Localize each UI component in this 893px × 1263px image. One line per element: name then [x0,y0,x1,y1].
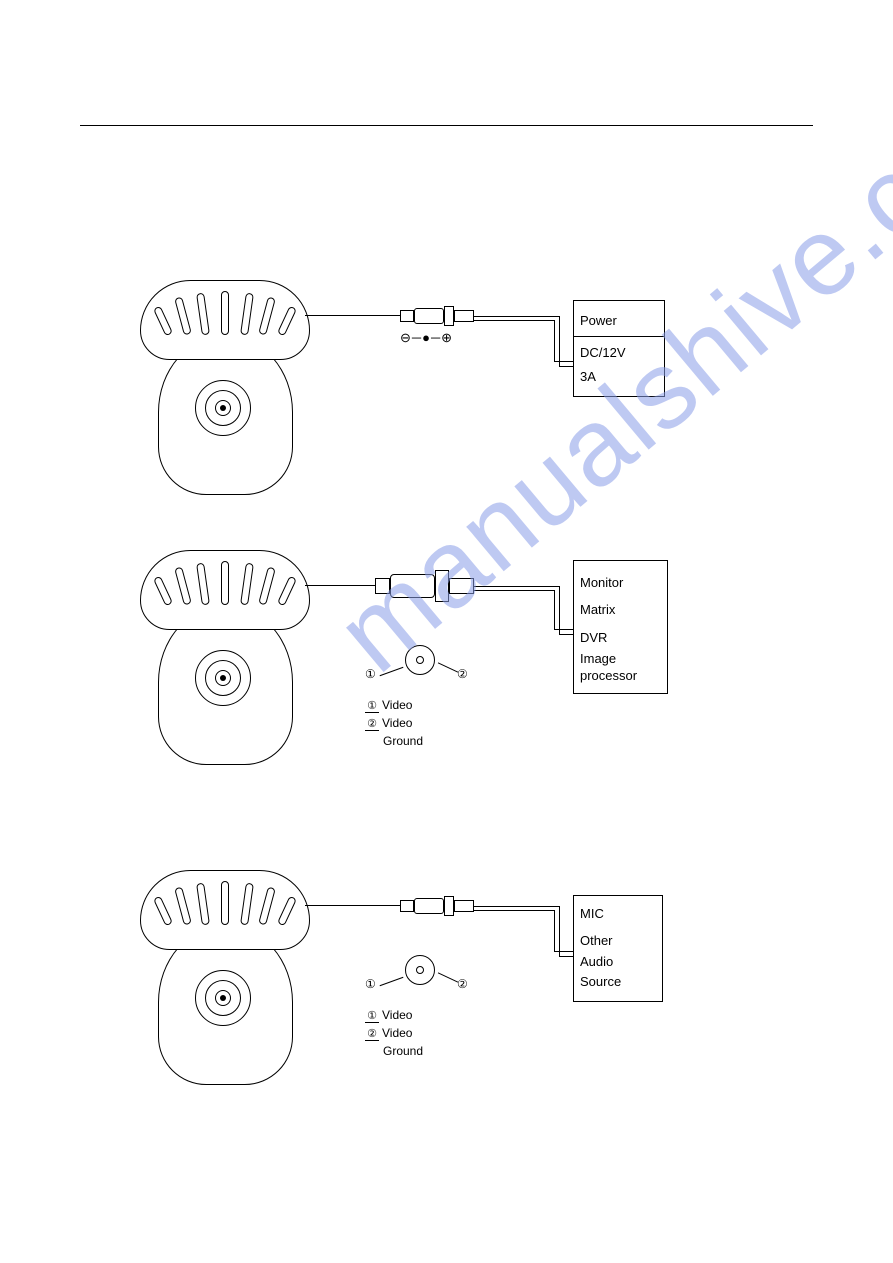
polarity-symbol-icon: ⊖─●─⊕ [400,330,453,346]
box-monitor: Monitor [580,569,661,596]
legend-2-txt: Video [382,716,412,730]
box-source: Source [580,972,656,993]
cable-line [559,316,560,366]
legend-2-num: ② [365,1027,379,1041]
callout-1: ① [365,665,376,683]
legend-1-num: ① [365,1009,379,1023]
cable-line [554,951,574,952]
camera-icon [130,870,330,1090]
connector-detail: ① ② ①Video ②Video Ground [365,645,485,750]
box-audio: Audio [580,952,656,973]
legend-1-txt: Video [382,1008,412,1022]
audio-box: MIC Other Audio Source [573,895,663,1002]
cable-line [554,361,574,362]
box-title: Power [580,309,658,332]
box-matrix: Matrix [580,596,661,623]
cable-line [554,320,555,361]
cable-line [559,956,574,957]
box-mic: MIC [580,904,656,925]
cable-line [554,910,555,951]
legend-1-num: ① [365,699,379,713]
cable-line [554,590,555,629]
cable-line [474,316,559,317]
diagram-audio: MIC Other Audio Source ① ② ①Video ②Video… [110,870,790,1150]
cable-line [474,320,554,321]
callout-2: ② [457,665,468,683]
legend-2-num: ② [365,717,379,731]
cable-line [305,585,375,586]
cable-line [474,590,554,591]
connector-icon [444,896,454,916]
connector-icon [414,308,444,324]
power-box: Power DC/12V 3A [573,300,665,397]
connector-detail: ① ② ①Video ②Video Ground [365,955,485,1060]
rca-connector-icon [414,898,444,914]
callout-2: ② [457,975,468,993]
camera-icon [130,280,330,500]
connector-icon [449,578,474,594]
connector-icon [435,570,449,602]
box-dvr: DVR [580,624,661,651]
connector-icon [375,578,390,594]
diagram-power: ⊖─●─⊕ Power DC/12V 3A [110,280,790,500]
bnc-connector-icon [390,574,435,598]
cable-line [559,586,560,634]
connector-icon [444,306,454,326]
cable-line [559,906,560,956]
cable-line [305,315,400,316]
cable-line [474,906,559,907]
cable-line [559,634,574,635]
plug-icon [454,310,474,322]
box-processor: processor [580,668,661,685]
legend-1-txt: Video [382,698,412,712]
camera-icon [130,550,330,770]
box-voltage: DC/12V [580,341,658,364]
bnc-front-icon [405,645,435,675]
video-box: Monitor Matrix DVR Image processor [573,560,668,694]
cable-line [559,366,574,367]
box-current: 3A [580,365,658,388]
box-other: Other [580,931,656,952]
connector-icon [400,900,414,912]
rca-front-icon [405,955,435,985]
page-rule [80,125,813,126]
plug-icon [454,900,474,912]
legend-2-txt2: Ground [383,1044,423,1058]
cable-line [474,586,559,587]
box-image: Image [580,651,661,668]
legend-2-txt2: Ground [383,734,423,748]
legend-2-txt: Video [382,1026,412,1040]
cable-line [554,629,574,630]
cable-line [305,905,400,906]
cable-line [474,910,554,911]
connector-icon [400,310,414,322]
diagram-video: Monitor Matrix DVR Image processor ① ② ①… [110,550,790,830]
callout-1: ① [365,975,376,993]
